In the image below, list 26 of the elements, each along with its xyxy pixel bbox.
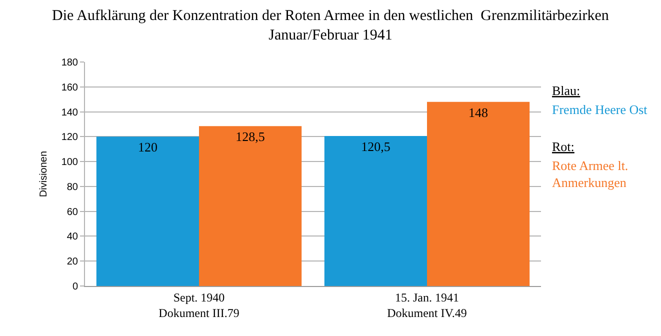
text: Blau: [552, 83, 580, 98]
y-tick-label: 140 [61, 107, 78, 118]
x-tick-label: Sept. 1940 Dokument III.79 [158, 290, 240, 320]
bar [199, 126, 302, 286]
bar [324, 136, 427, 286]
y-tick-label: 100 [61, 157, 78, 168]
data-label: 128,5 [236, 129, 265, 144]
y-tick-label: 180 [61, 58, 78, 68]
bar [96, 136, 199, 286]
text: Rot: [552, 139, 574, 154]
x-tick-label: 15. Jan. 1941 Dokument IV.49 [387, 290, 467, 320]
data-label: 120,5 [361, 139, 390, 154]
y-axis-title: Divisionen [38, 150, 50, 198]
y-tick-label: 60 [66, 206, 78, 218]
y-tick-label: 40 [66, 232, 78, 243]
y-tick-label: 120 [61, 132, 78, 144]
data-label: 120 [138, 140, 158, 155]
y-tick-label: 160 [61, 82, 78, 94]
text: Fremde Heere Ost [552, 102, 648, 117]
y-tick-label: 20 [66, 256, 78, 268]
y-tick-label: 80 [66, 182, 78, 193]
series-label: Rote Armee lt. Anmerkungen [552, 158, 628, 190]
y-tick-label: 0 [72, 282, 78, 292]
data-label: 148 [468, 104, 488, 120]
chart-title: Die Aufklärung der Konzentration der Roten Armee in den westlichen Grenzmilitärbezirken Januar/Februar 1941 [52, 8, 610, 44]
bar [427, 102, 530, 286]
